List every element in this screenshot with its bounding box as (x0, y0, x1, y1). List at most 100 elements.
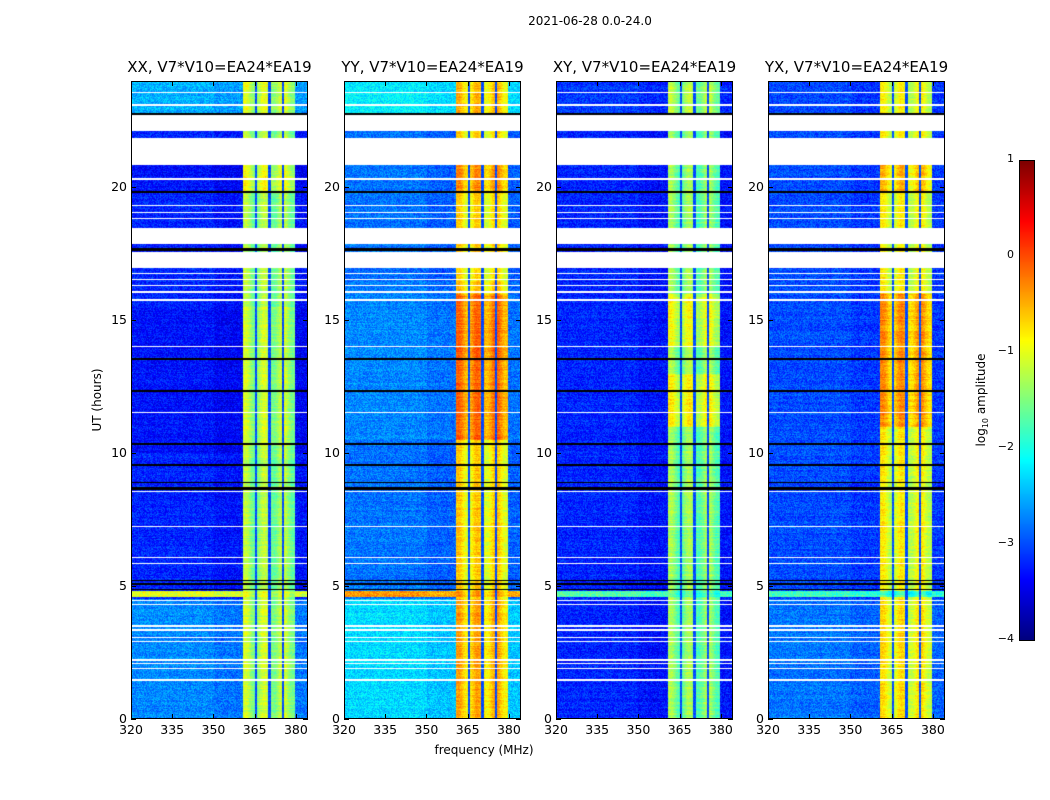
y-tick-label: 20 (324, 179, 340, 195)
x-tick-mark (850, 714, 852, 719)
y-tick-mark (728, 453, 733, 455)
y-tick-mark (940, 187, 945, 189)
y-tick-mark (940, 320, 945, 322)
x-tick-label: 335 (373, 722, 398, 737)
y-tick-label: 10 (111, 445, 127, 461)
y-tick-mark (516, 453, 521, 455)
y-tick-mark (728, 719, 733, 720)
x-tick-label: 350 (838, 722, 863, 737)
y-tick-label: 20 (111, 179, 127, 195)
panel-title: YX, V7*V10=EA24*EA19 (764, 58, 949, 76)
y-tick-mark (768, 187, 773, 189)
x-tick-label: 320 (119, 722, 143, 737)
x-tick-mark (385, 81, 387, 86)
x-tick-mark (850, 81, 852, 86)
colorbar-label-sub: 10 (981, 417, 991, 429)
y-tick-mark (131, 586, 136, 588)
x-tick-mark (809, 81, 811, 86)
x-tick-mark (467, 81, 469, 86)
y-tick-label: 0 (332, 711, 340, 726)
x-tick-mark (556, 81, 557, 86)
spectrogram-panel (344, 81, 521, 719)
x-tick-mark (467, 714, 469, 719)
y-tick-label: 20 (748, 179, 764, 195)
x-tick-mark (768, 714, 769, 719)
y-tick-mark (940, 586, 945, 588)
y-tick-mark (768, 719, 773, 720)
x-tick-mark (679, 714, 681, 719)
x-tick-mark (295, 714, 297, 719)
x-tick-mark (131, 714, 132, 719)
x-tick-mark (638, 81, 640, 86)
x-tick-label: 365 (455, 722, 480, 737)
colorbar-tick-label: −1 (997, 344, 1014, 357)
x-tick-mark (932, 81, 934, 86)
y-tick-mark (728, 187, 733, 189)
figure-title: 2021-06-28 0.0-24.0 (528, 14, 652, 28)
x-tick-mark (172, 714, 174, 719)
y-tick-label: 20 (536, 179, 552, 195)
y-tick-mark (728, 586, 733, 588)
y-tick-label: 5 (119, 578, 127, 594)
x-tick-mark (426, 81, 428, 86)
x-tick-mark (720, 81, 722, 86)
y-tick-label: 10 (748, 445, 764, 461)
x-tick-mark (556, 714, 557, 719)
spectrogram-image (557, 82, 732, 718)
colorbar-tick-label: 1 (1007, 152, 1014, 165)
y-tick-mark (344, 187, 349, 189)
y-tick-mark (556, 453, 561, 455)
x-tick-label: 380 (283, 722, 308, 737)
x-tick-mark (891, 81, 893, 86)
y-tick-mark (556, 586, 561, 588)
x-tick-mark (131, 81, 132, 86)
x-tick-mark (385, 714, 387, 719)
x-tick-mark (344, 714, 345, 719)
y-tick-mark (131, 320, 136, 322)
y-tick-mark (516, 187, 521, 189)
panel-title: XX, V7*V10=EA24*EA19 (127, 58, 312, 76)
spectrogram-panel (556, 81, 733, 719)
y-tick-mark (344, 719, 349, 720)
y-tick-mark (344, 453, 349, 455)
y-tick-mark (516, 719, 521, 720)
x-tick-label: 335 (585, 722, 610, 737)
panel-title: YY, V7*V10=EA24*EA19 (341, 58, 524, 76)
x-tick-mark (254, 714, 256, 719)
y-tick-mark (303, 719, 308, 720)
colorbar-label-rest: amplitude (973, 353, 988, 418)
x-tick-mark (768, 81, 769, 86)
y-tick-label: 15 (324, 312, 340, 328)
x-tick-label: 380 (496, 722, 521, 737)
x-tick-mark (508, 81, 510, 86)
x-tick-label: 320 (332, 722, 356, 737)
y-tick-mark (556, 187, 561, 189)
x-axis-label: frequency (MHz) (434, 743, 534, 757)
x-tick-mark (932, 714, 934, 719)
colorbar-tick-label: −2 (997, 440, 1014, 453)
y-tick-mark (516, 586, 521, 588)
y-tick-mark (768, 320, 773, 322)
x-tick-mark (891, 714, 893, 719)
y-tick-mark (940, 453, 945, 455)
y-tick-mark (131, 187, 136, 189)
y-tick-mark (556, 719, 561, 720)
spectrogram-panel (131, 81, 308, 719)
y-tick-mark (131, 453, 136, 455)
x-tick-mark (638, 714, 640, 719)
y-tick-mark (131, 719, 136, 720)
colorbar-label: log10 amplitude (974, 354, 990, 447)
x-tick-mark (597, 714, 599, 719)
spectrogram-image (132, 82, 307, 718)
y-tick-label: 15 (111, 312, 127, 328)
y-tick-label: 15 (748, 312, 764, 328)
y-tick-label: 0 (544, 711, 552, 726)
y-axis-label: UT (hours) (90, 368, 104, 432)
colorbar (1019, 160, 1035, 641)
y-tick-mark (303, 320, 308, 322)
y-tick-mark (940, 719, 945, 720)
y-tick-label: 0 (756, 711, 764, 726)
x-tick-mark (172, 81, 174, 86)
colorbar-gradient (1020, 161, 1034, 640)
x-tick-label: 365 (667, 722, 692, 737)
